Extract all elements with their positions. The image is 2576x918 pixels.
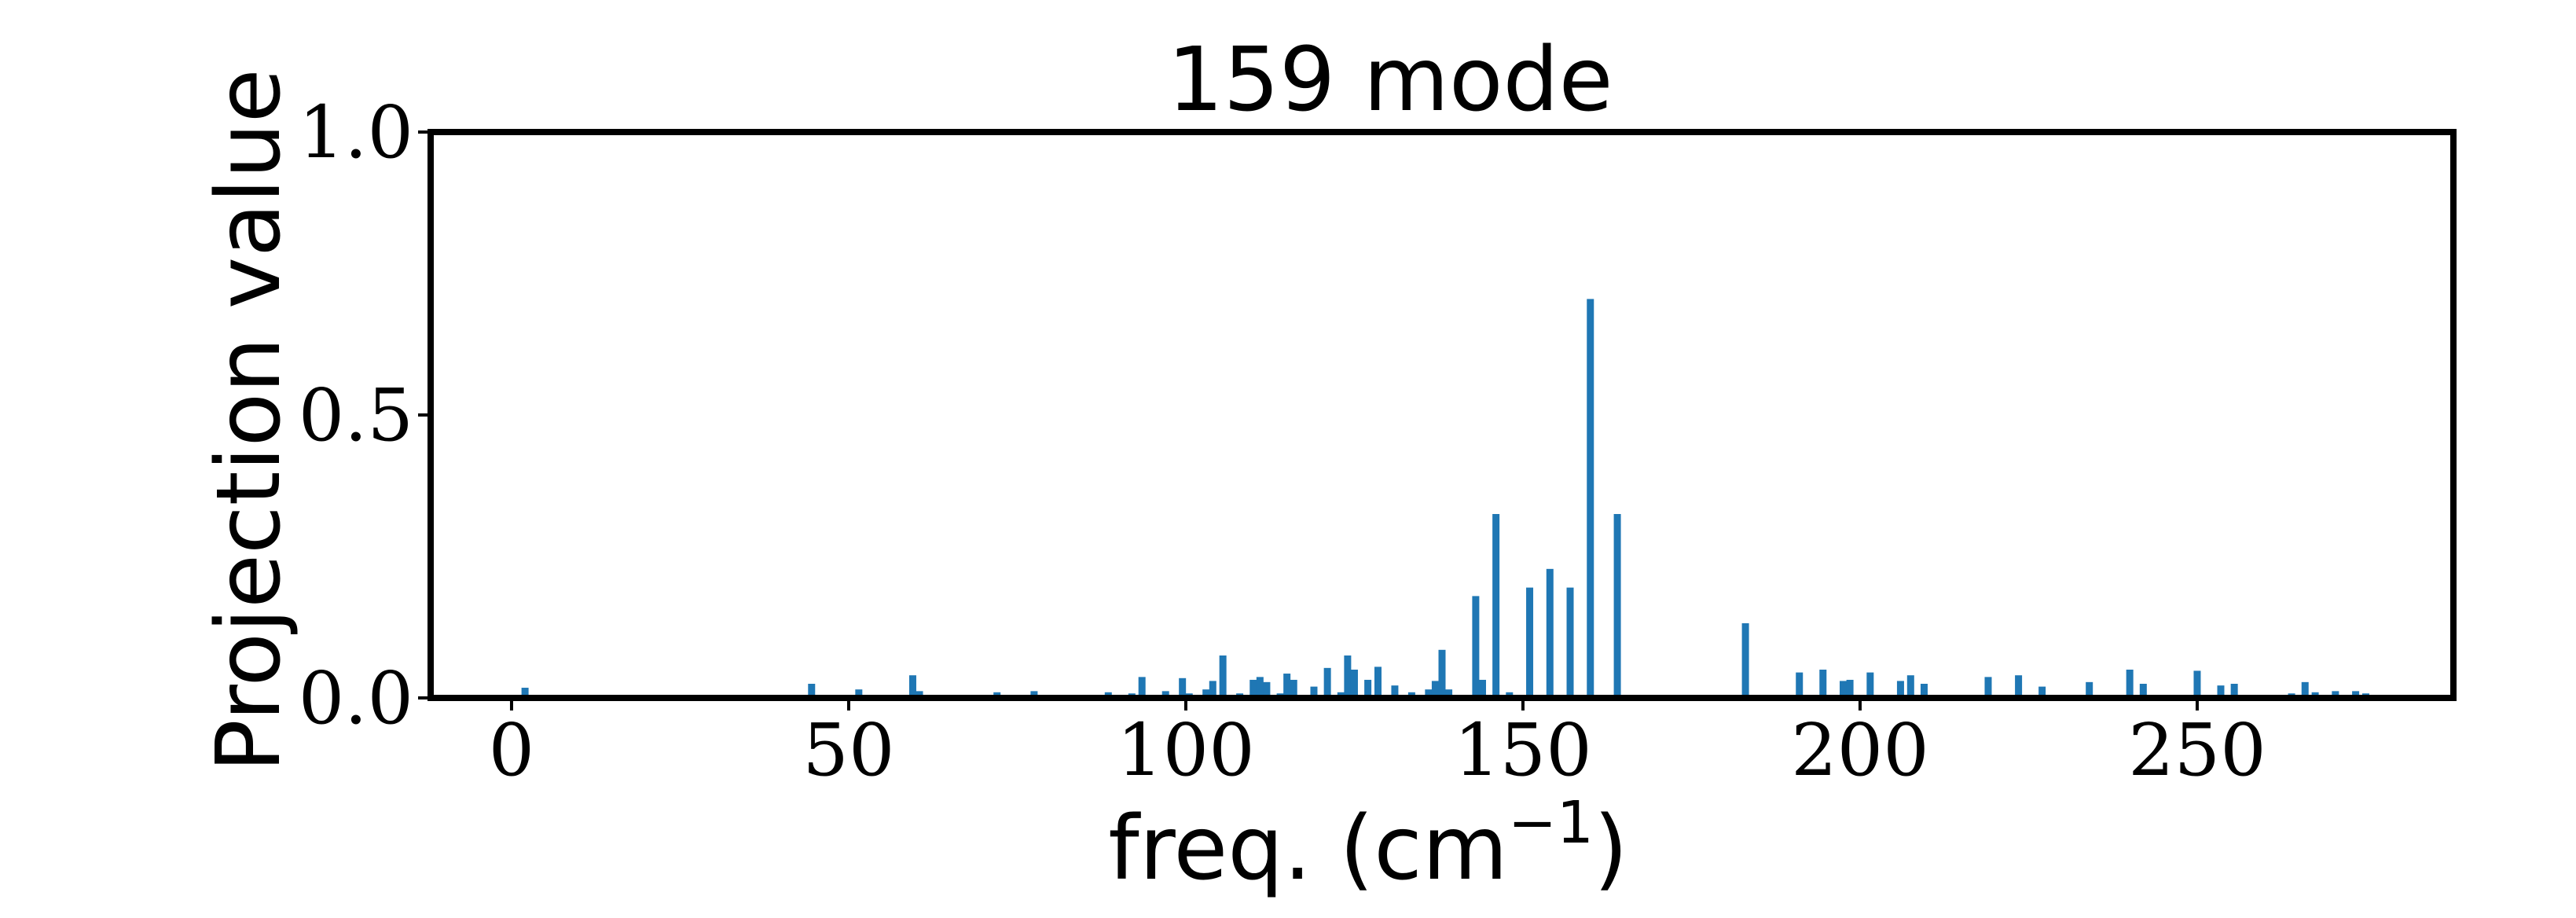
bar	[1741, 622, 1749, 698]
bar	[1587, 299, 1594, 698]
bar	[1364, 679, 1372, 698]
bar	[1431, 681, 1439, 698]
bar	[916, 691, 923, 698]
bar	[1566, 587, 1574, 698]
bar	[1219, 655, 1227, 698]
y-tick-label: 1.0	[299, 90, 413, 174]
x-axis-label-main: freq. (cm	[1108, 798, 1508, 900]
x-tick-label: 200	[1791, 708, 1929, 792]
x-axis-label: freq. (cm−1)	[1108, 789, 1627, 900]
bars-layer	[521, 299, 2369, 698]
bar	[2301, 681, 2309, 698]
x-tick-label: 0	[489, 708, 535, 792]
bar	[1445, 689, 1453, 698]
bar	[1846, 679, 1854, 698]
bar	[521, 688, 529, 698]
bar	[908, 675, 916, 698]
bar	[2126, 670, 2134, 698]
x-tick-label: 100	[1117, 708, 1255, 792]
bar	[1283, 674, 1291, 698]
x-tick-label: 150	[1454, 708, 1592, 792]
bar	[2139, 684, 2147, 698]
bar	[1478, 679, 1486, 698]
bar	[2217, 685, 2225, 698]
bar	[1350, 670, 1358, 698]
bar	[1425, 689, 1433, 698]
bar	[1290, 679, 1297, 698]
bar	[1030, 691, 1038, 698]
bar	[2332, 691, 2339, 698]
bar	[1819, 670, 1827, 698]
bar	[1391, 685, 1399, 698]
y-tick-label: 0.5	[299, 373, 413, 457]
bar	[1202, 689, 1210, 698]
bar	[1249, 679, 1257, 698]
bar	[1138, 677, 1146, 698]
bar	[1263, 681, 1271, 698]
x-tick-label: 250	[2128, 708, 2266, 792]
bar	[855, 689, 863, 698]
chart-title: 159 mode	[1168, 29, 1613, 131]
bar	[1472, 596, 1480, 698]
bar	[1323, 667, 1331, 698]
y-tick-label: 0.0	[299, 656, 413, 740]
bar	[1209, 681, 1216, 698]
bar	[1526, 587, 1534, 698]
x-axis-label-exponent: −1	[1508, 789, 1594, 857]
bar	[808, 684, 816, 698]
bar	[1546, 568, 1554, 698]
bar	[1310, 686, 1318, 698]
x-tick-label: 50	[802, 708, 894, 792]
bar	[2086, 681, 2093, 698]
bar	[1896, 681, 1904, 698]
bar	[1920, 684, 1928, 698]
bar	[1179, 677, 1187, 698]
y-axis-ticks: 0.0 0.5 1.0	[299, 90, 431, 740]
bar	[1256, 677, 1264, 698]
bar	[1374, 666, 1382, 698]
bar	[2230, 684, 2238, 698]
x-axis-ticks: 0 50 100 150 200 250	[489, 698, 2266, 792]
bar	[1344, 655, 1352, 698]
bar	[1796, 672, 1804, 698]
bar	[1840, 681, 1848, 698]
bar	[1438, 649, 1446, 698]
y-axis-label: Projection value	[198, 68, 300, 772]
x-axis-label-close: )	[1594, 798, 1628, 900]
bar	[1613, 514, 1621, 698]
bar	[1161, 691, 1169, 698]
bar	[2015, 675, 2023, 698]
bar	[1492, 514, 1500, 698]
bar	[2352, 691, 2360, 698]
bar	[2038, 686, 2046, 698]
bar	[2193, 670, 2201, 698]
plot-frame	[427, 129, 2457, 701]
bar	[1866, 672, 1874, 698]
bar	[1984, 677, 1992, 698]
bar	[1906, 675, 1914, 698]
